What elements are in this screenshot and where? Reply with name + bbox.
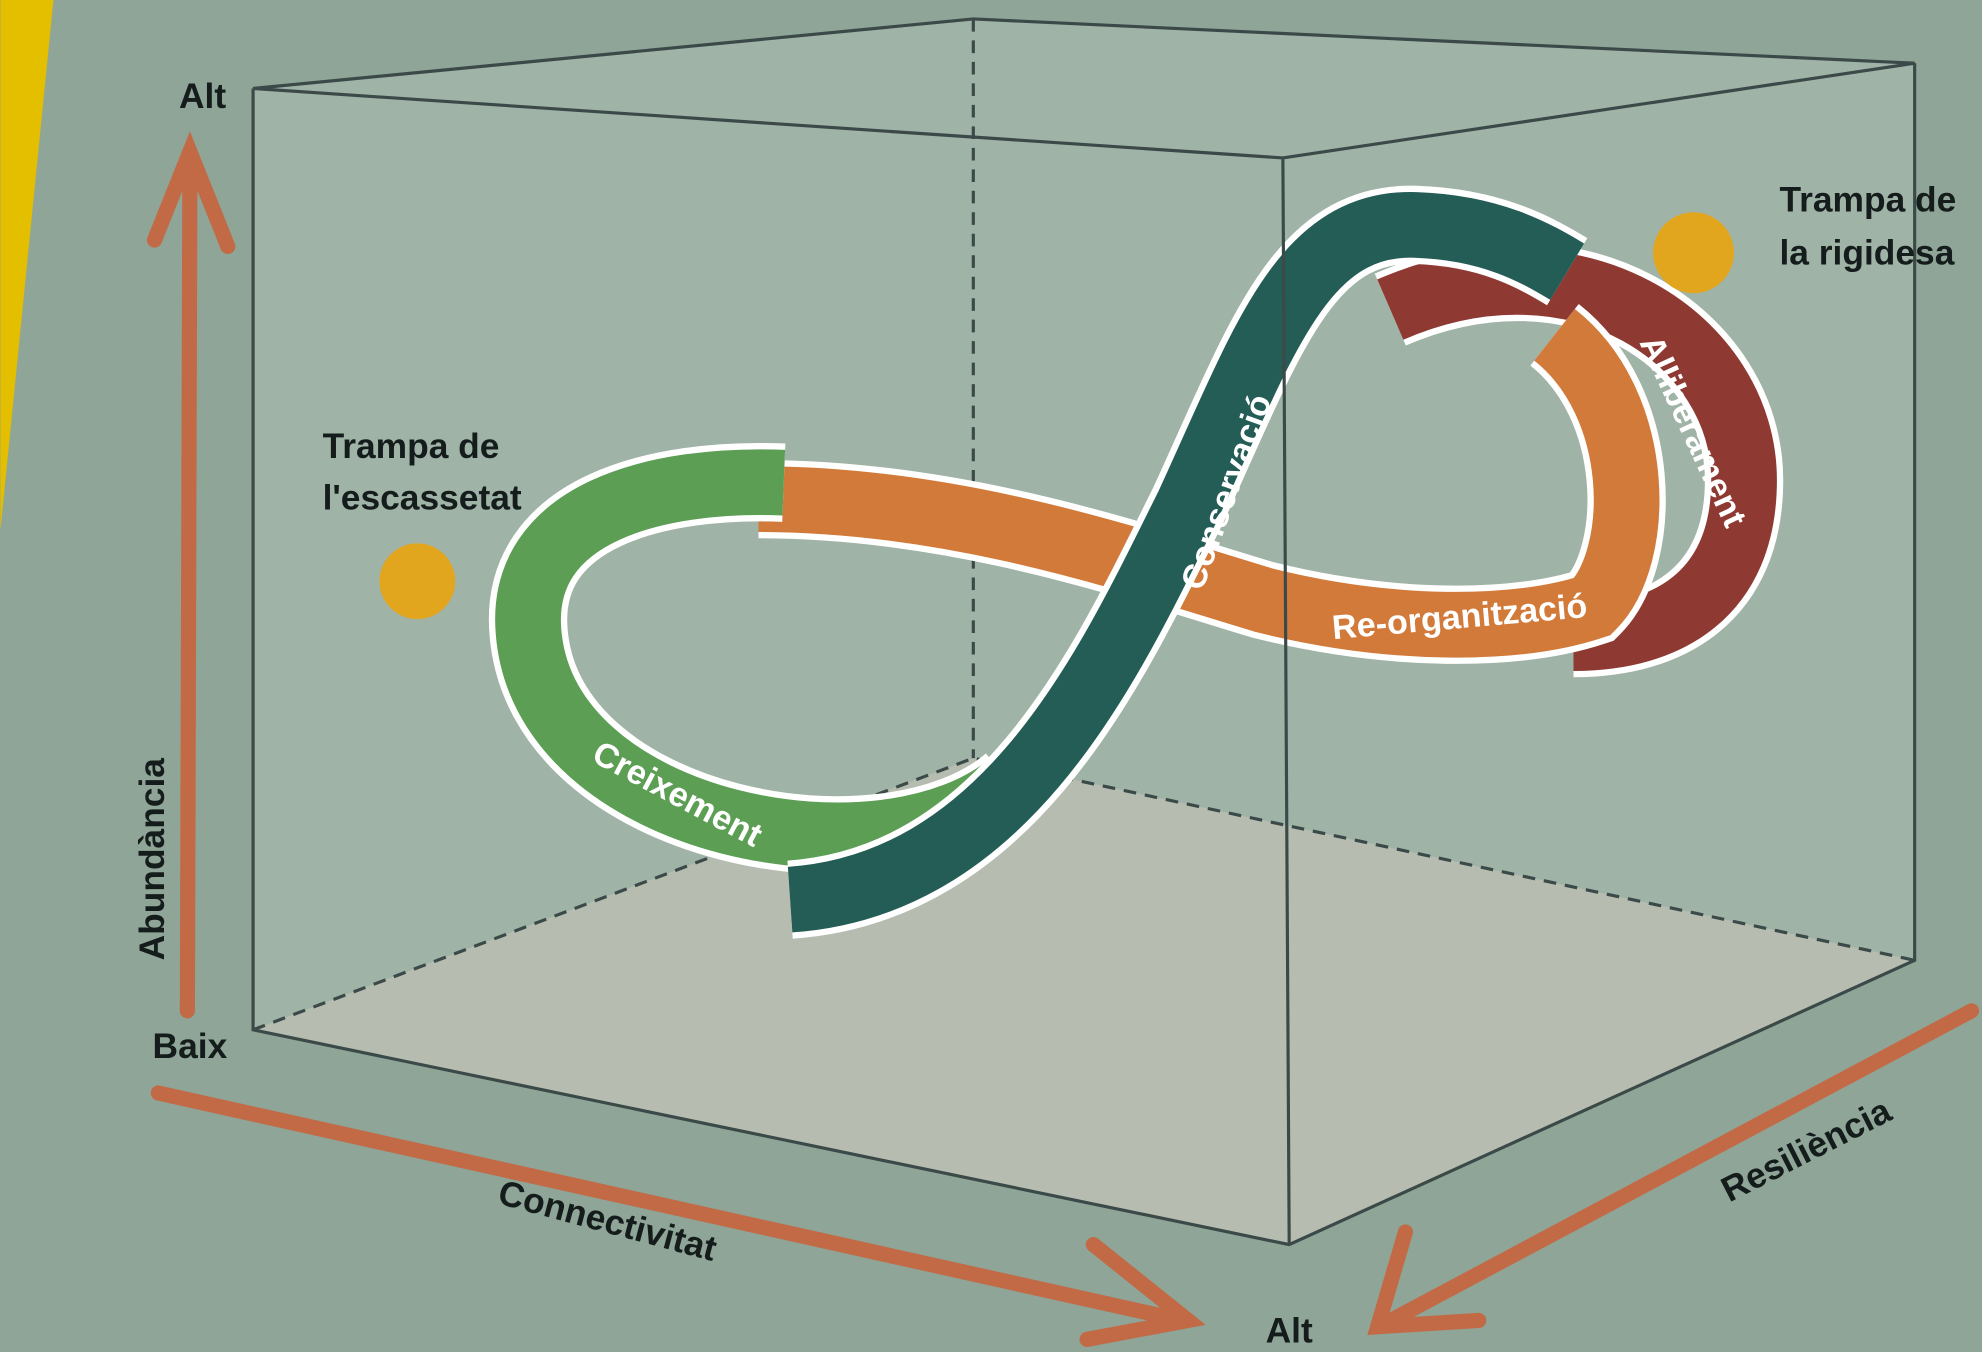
abundance-arrow (146, 131, 236, 1019)
trap-text: Trampa de (323, 427, 500, 466)
abundance-high: Alt (179, 77, 226, 116)
corner-high: Alt (1266, 1311, 1313, 1350)
adaptive-cycle-ribbon (488, 185, 1784, 939)
trap-text: Trampa de (1779, 181, 1956, 220)
rigidity-trap-marker (1653, 212, 1734, 294)
conservation-band (787, 192, 1585, 933)
trap-text: l'escassetat (323, 479, 522, 518)
abundance-label: Abundància (133, 758, 172, 961)
resilience-arrow (1367, 1003, 1980, 1335)
connectivity-arrow (150, 1085, 1206, 1347)
abundance-low: Baix (153, 1027, 228, 1066)
growth-band (495, 449, 1033, 869)
trap-text: la rigidesa (1779, 234, 1954, 273)
box-edges (251, 17, 1917, 1247)
scarcity-trap-marker (379, 543, 456, 620)
box-floor (253, 758, 1915, 1245)
hidden-edges (252, 18, 1915, 1032)
accent-strip (0, 0, 54, 531)
reorganization-band (758, 309, 1660, 658)
